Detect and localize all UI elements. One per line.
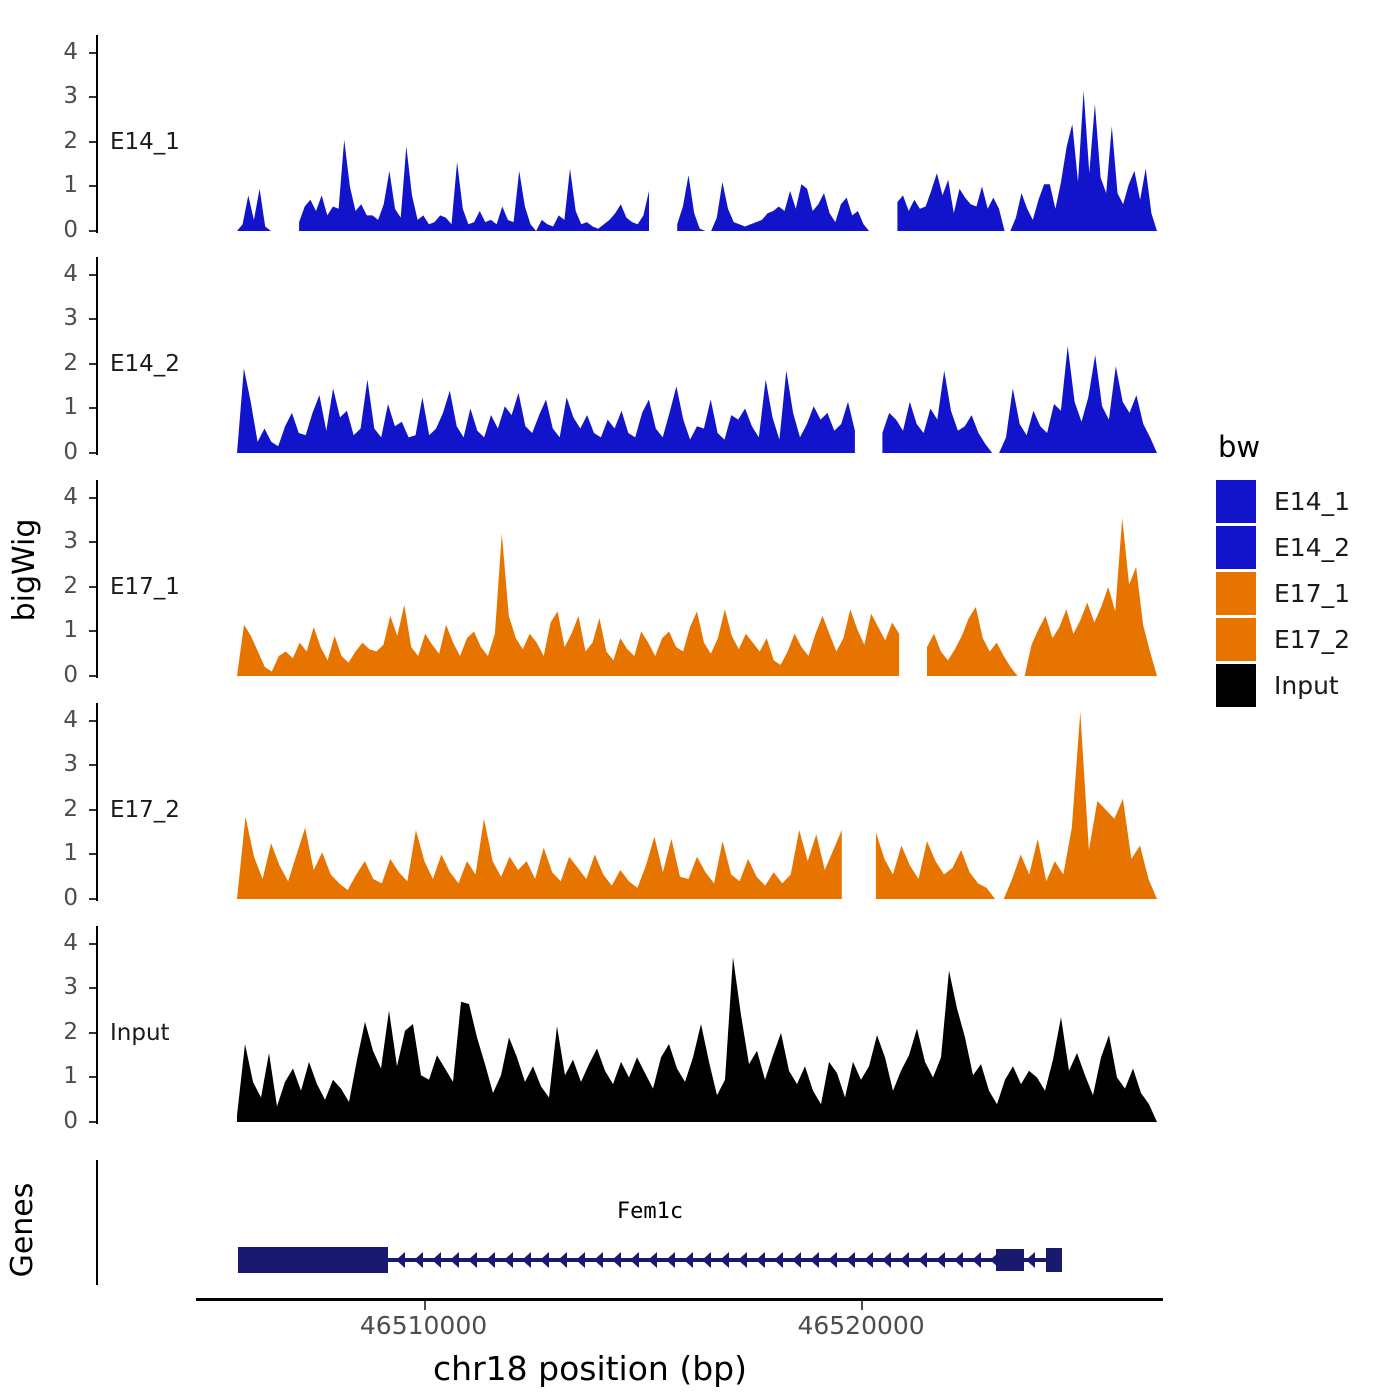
y-tick <box>89 452 96 454</box>
y-tick-label: 1 <box>63 394 78 421</box>
x-axis-line <box>196 1298 1163 1301</box>
legend-label: E14_1 <box>1274 486 1351 516</box>
x-axis-title: chr18 position (bp) <box>433 1349 747 1388</box>
x-tick <box>861 1301 864 1310</box>
y-tick-label: 4 <box>63 260 78 287</box>
legend-swatch <box>1216 617 1256 661</box>
y-tick <box>89 808 96 811</box>
track-name-e14_1: E14_1 <box>110 128 180 155</box>
signal-area-e17_2 <box>237 711 1157 899</box>
track-name-e14_2: E14_2 <box>110 350 180 377</box>
y-tick-label: 2 <box>63 349 78 376</box>
y-tick <box>89 630 96 633</box>
x-tick <box>423 1301 426 1310</box>
legend-label: E17_1 <box>1274 578 1351 608</box>
y-axis-line <box>96 35 98 233</box>
signal-area-e17_1 <box>237 517 1157 676</box>
legend-items: E14_1 E14_2 E17_1 E17_2 Input <box>1216 478 1396 708</box>
legend-swatch <box>1216 571 1256 615</box>
legend-item-e14_2[interactable]: E14_2 <box>1216 524 1396 570</box>
y-tick-label: 2 <box>63 127 78 154</box>
y-tick <box>89 585 96 588</box>
y-tick-label: 3 <box>63 528 78 555</box>
legend-title: bw <box>1218 430 1261 464</box>
y-tick <box>89 230 96 232</box>
y-tick <box>89 987 96 990</box>
y-tick <box>89 318 96 321</box>
legend-item-input[interactable]: Input <box>1216 662 1396 708</box>
y-tick <box>89 764 96 767</box>
legend-item-e14_1[interactable]: E14_1 <box>1216 478 1396 524</box>
y-tick-label: 2 <box>63 795 78 822</box>
legend-swatch <box>1216 663 1256 707</box>
y-axis-line <box>96 926 98 1124</box>
signal-area-e14_1 <box>237 90 1157 231</box>
y-tick-label: 4 <box>63 929 78 956</box>
legend-item-e17_1[interactable]: E17_1 <box>1216 570 1396 616</box>
y-tick <box>89 719 96 722</box>
y-tick-label: 4 <box>63 483 78 510</box>
y-tick-label: 1 <box>63 1063 78 1090</box>
x-tick-label: 46520000 <box>797 1311 925 1340</box>
legend-label: Input <box>1274 670 1339 700</box>
y-tick <box>89 898 96 900</box>
y-tick-label: 1 <box>63 172 78 199</box>
y-tick <box>89 1076 96 1079</box>
legend-item-e17_2[interactable]: E17_2 <box>1216 616 1396 662</box>
y-tick <box>89 541 96 544</box>
track-name-e17_2: E17_2 <box>110 796 180 823</box>
y-tick <box>89 942 96 945</box>
y-tick <box>89 407 96 410</box>
legend-swatch <box>1216 525 1256 569</box>
y-axis-title-genes: Genes <box>5 1182 40 1278</box>
y-tick-label: 4 <box>63 706 78 733</box>
y-tick-label: 0 <box>63 217 78 243</box>
legend-swatch <box>1216 479 1256 523</box>
y-axis-line <box>96 480 98 678</box>
gene-model <box>238 1247 1062 1273</box>
track-name-input: Input <box>110 1019 170 1046</box>
y-tick <box>89 1031 96 1034</box>
y-tick <box>89 1121 96 1123</box>
signal-area-e14_2 <box>237 346 1157 453</box>
y-tick-label: 0 <box>63 662 78 688</box>
x-tick-label: 46510000 <box>359 1311 488 1340</box>
y-tick <box>89 140 96 143</box>
signal-area-input <box>237 957 1157 1122</box>
gene-label: Fem1c <box>616 1199 684 1224</box>
y-axis-title-bigwig: bigWig <box>7 518 42 622</box>
y-axis-line <box>96 257 98 455</box>
y-tick-label: 2 <box>63 572 78 599</box>
y-tick <box>89 496 96 499</box>
legend-label: E14_2 <box>1274 532 1351 562</box>
y-tick-label: 1 <box>63 617 78 644</box>
y-tick-label: 2 <box>63 1018 78 1045</box>
y-tick <box>89 362 96 365</box>
track-name-e17_1: E17_1 <box>110 573 180 600</box>
y-tick-label: 3 <box>63 751 78 778</box>
y-tick <box>89 273 96 276</box>
y-tick <box>89 853 96 856</box>
y-tick-label: 3 <box>63 974 78 1001</box>
y-axis-line <box>96 703 98 901</box>
y-tick <box>89 96 96 99</box>
legend-label: E17_2 <box>1274 624 1351 654</box>
y-tick-label: 0 <box>63 439 78 465</box>
legend: bw E14_1 E14_2 E17_1 E17_2 Input <box>1216 432 1396 708</box>
y-tick-label: 1 <box>63 840 78 867</box>
y-tick-label: 3 <box>63 83 78 110</box>
y-tick-label: 0 <box>63 1108 78 1134</box>
y-tick-label: 0 <box>63 885 78 911</box>
y-tick <box>89 51 96 54</box>
y-tick-label: 4 <box>63 38 78 65</box>
y-tick <box>89 185 96 188</box>
y-tick <box>89 675 96 677</box>
y-tick-label: 3 <box>63 305 78 332</box>
